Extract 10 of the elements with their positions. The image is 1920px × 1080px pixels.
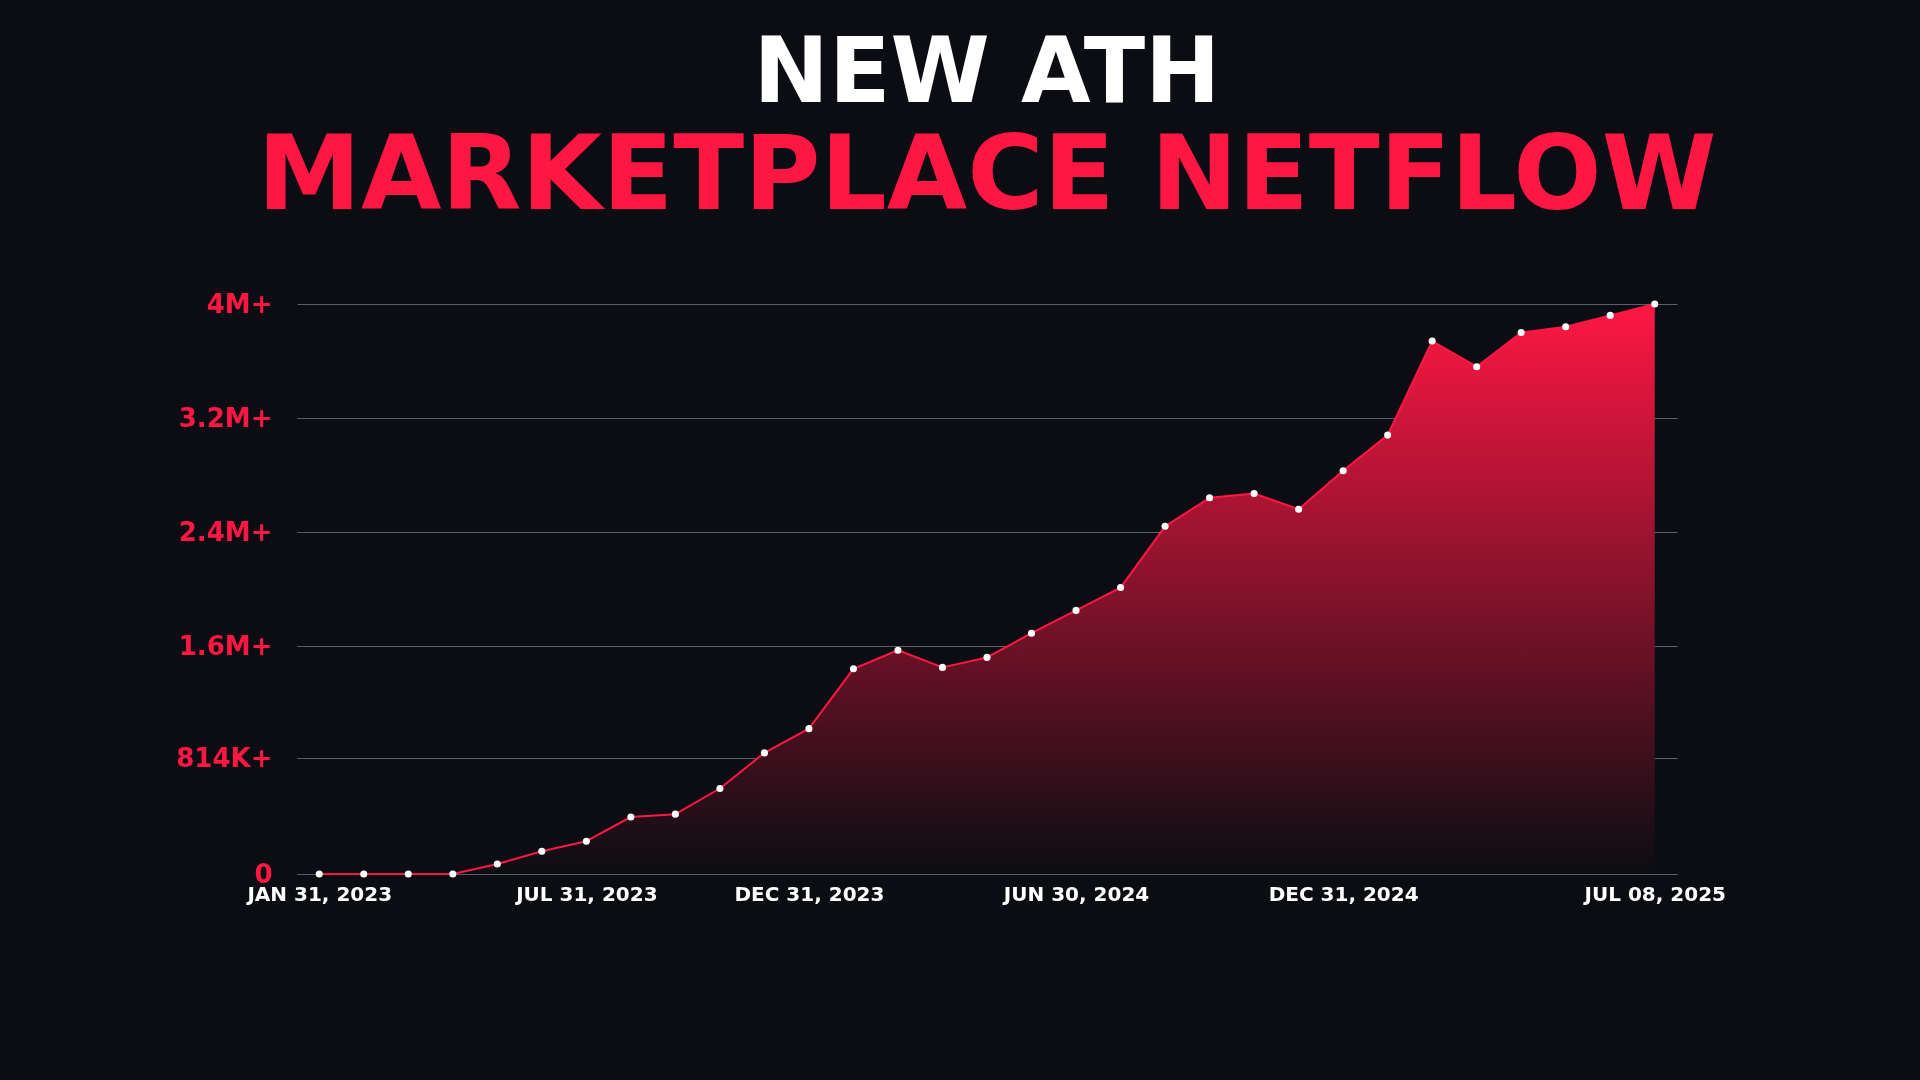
x-tick-label: JUL 08, 2025 bbox=[1582, 881, 1726, 906]
x-tick-label: JUL 31, 2023 bbox=[513, 881, 658, 906]
y-tick-label: 4M+ bbox=[206, 288, 272, 319]
x-tick-label: DEC 31, 2023 bbox=[733, 881, 884, 906]
x-tick-label: JUN 30, 2024 bbox=[1001, 881, 1149, 906]
y-tick-label: 1.6M+ bbox=[178, 630, 272, 661]
y-tick-label: 814K+ bbox=[175, 742, 272, 773]
x-tick-label: DEC 31, 2024 bbox=[1268, 881, 1419, 906]
y-tick-label: 3.2M+ bbox=[178, 402, 272, 433]
y-tick-label: 2.4M+ bbox=[178, 516, 272, 547]
